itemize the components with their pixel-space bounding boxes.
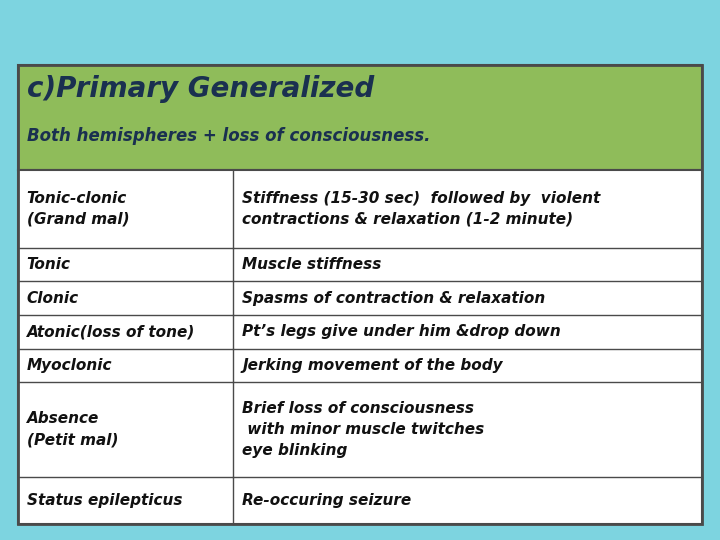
Text: Re-occuring seizure: Re-occuring seizure [242, 492, 411, 508]
Bar [18, 65, 702, 524]
Text: Clonic: Clonic [27, 291, 78, 306]
Text: Stiffness (15-30 sec)  followed by  violent
contractions & relaxation (1-2 minut: Stiffness (15-30 sec) followed by violen… [242, 191, 600, 227]
Text: Absence
(Petit mal): Absence (Petit mal) [27, 411, 118, 448]
Text: Brief loss of consciousness
 with minor muscle twitches
eye blinking: Brief loss of consciousness with minor m… [242, 401, 485, 458]
Text: Tonic-clonic
(Grand mal): Tonic-clonic (Grand mal) [27, 191, 130, 227]
Text: Both hemispheres + loss of consciousness.: Both hemispheres + loss of consciousness… [27, 127, 430, 145]
Text: Jerking movement of the body: Jerking movement of the body [242, 358, 503, 373]
Text: Spasms of contraction & relaxation: Spasms of contraction & relaxation [242, 291, 545, 306]
Text: c)Primary Generalized: c)Primary Generalized [27, 75, 374, 103]
Bar [18, 65, 702, 170]
Text: Myoclonic: Myoclonic [27, 358, 112, 373]
Text: Status epilepticus: Status epilepticus [27, 492, 182, 508]
Text: Muscle stiffness: Muscle stiffness [242, 257, 382, 272]
Text: Tonic: Tonic [27, 257, 71, 272]
Bar [18, 170, 702, 524]
Text: Atonic(loss of tone): Atonic(loss of tone) [27, 325, 195, 339]
Text: Pt’s legs give under him &drop down: Pt’s legs give under him &drop down [242, 325, 561, 339]
